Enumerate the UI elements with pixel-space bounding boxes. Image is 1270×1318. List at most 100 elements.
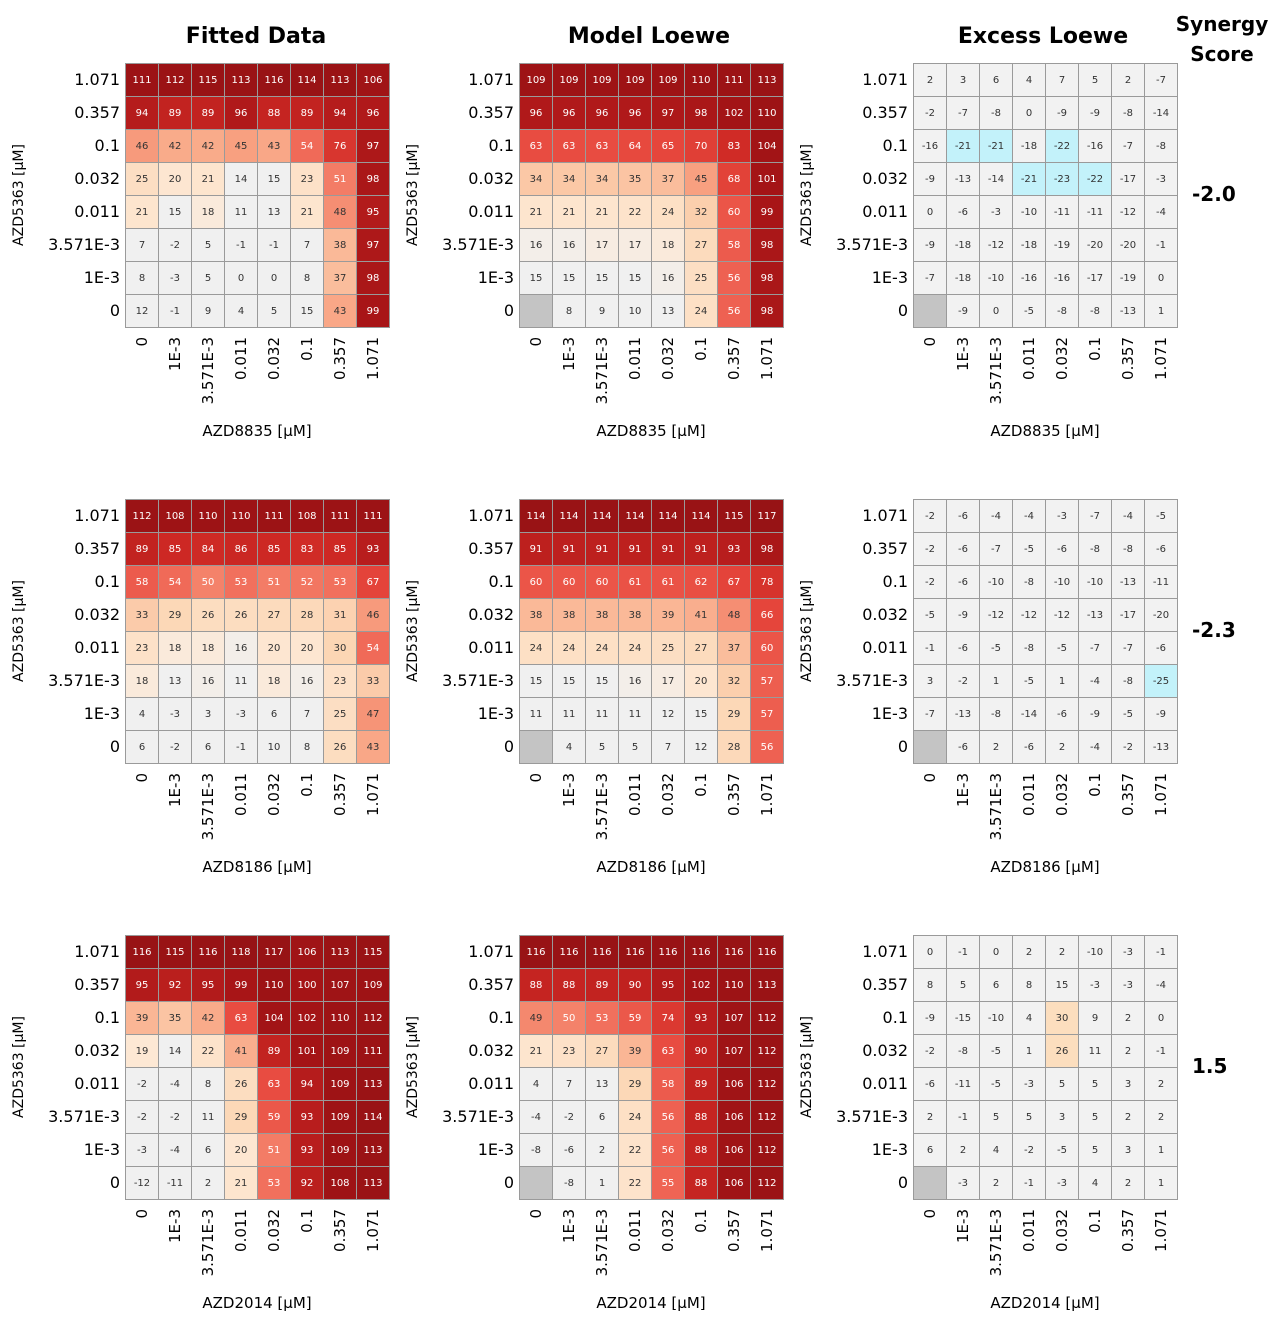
heatmap-cell [519,294,553,328]
heatmap-cell: 96 [224,96,258,130]
heatmap-cell: 39 [651,598,685,632]
heatmap-cell: 89 [191,96,225,130]
x-tick-label: 1E-3 [954,1209,972,1243]
heatmap-cell: 39 [125,1001,159,1035]
y-tick-label: 1E-3 [83,268,120,287]
heatmap-cell: 24 [684,294,718,328]
heatmap-cell: 116 [750,935,784,969]
heatmap-cell: 4 [979,1133,1013,1167]
heatmap-cell: 59 [618,1001,652,1035]
heatmap-cell: 4 [1012,1001,1046,1035]
heatmap-cell: 116 [552,935,586,969]
heatmap-cell: -12 [979,598,1013,632]
y-tick-label: 3.571E-3 [442,235,514,254]
y-tick-label: 0.011 [468,638,514,657]
heatmap-cell: 108 [158,499,192,533]
heatmap-cell: 76 [323,129,357,163]
heatmap-cell: -2 [913,499,947,533]
heatmap-cell: 45 [224,129,258,163]
heatmap-cell: 2 [1045,730,1079,764]
heatmap-cell: 101 [750,162,784,196]
heatmap-cell: -25 [1144,664,1178,698]
heatmap-cell: 3 [1111,1133,1145,1167]
heatmap-cell: 109 [356,968,390,1002]
x-tick-label: 0.011 [626,773,644,816]
heatmap-cell: 11 [552,697,586,731]
heatmap-cell: 18 [651,228,685,262]
heatmap-cell: 84 [191,532,225,566]
heatmap-cell: 25 [323,697,357,731]
x-tick-label: 1.071 [364,337,382,380]
heatmap-cell: 91 [585,532,619,566]
heatmap-cell: 4 [552,730,586,764]
heatmap-cell: 1 [1012,1034,1046,1068]
heatmap-cell: 91 [651,532,685,566]
x-tick-label: 1E-3 [954,337,972,371]
heatmap-cell: 21 [125,195,159,229]
heatmap-cell: 91 [519,532,553,566]
heatmap-cell: 59 [257,1100,291,1134]
y-tick-label: 3.571E-3 [442,1107,514,1126]
heatmap-cell: 21 [290,195,324,229]
heatmap-cell: 117 [257,935,291,969]
heatmap-cell: 0 [224,261,258,295]
heatmap-cell: 3 [1111,1067,1145,1101]
heatmap-cell: 29 [224,1100,258,1134]
heatmap-cell: 89 [684,1067,718,1101]
heatmap-cell: 57 [750,697,784,731]
heatmap-cell: -4 [1144,968,1178,1002]
heatmap-cell: 88 [684,1166,718,1200]
heatmap-cell: 26 [191,598,225,632]
y-tick-label: 0.032 [468,1041,514,1060]
heatmap-cell: 11 [519,697,553,731]
heatmap-cell: 90 [684,1034,718,1068]
heatmap-cell: 18 [158,631,192,665]
heatmap-cell: 58 [125,565,159,599]
heatmap-cell: -16 [1012,261,1046,295]
heatmap-cell: -10 [1045,565,1079,599]
heatmap-cell: -6 [946,499,980,533]
heatmap-cell: 0 [1144,1001,1178,1035]
heatmap-cell: -13 [1111,565,1145,599]
heatmap-cell: 34 [585,162,619,196]
x-tick-label: 0.1 [298,337,316,361]
y-tick-label: 0.032 [74,1041,120,1060]
heatmap-cell: 113 [750,968,784,1002]
heatmap-cell: -12 [1045,598,1079,632]
y-tick-label: 1E-3 [871,268,908,287]
heatmap-cell: -2 [913,96,947,130]
x-tick-label: 1.071 [1152,1209,1170,1252]
heatmap-cell: -4 [1012,499,1046,533]
heatmap-cell: 16 [651,261,685,295]
heatmap-cell: 115 [158,935,192,969]
heatmap-cell: 8 [290,261,324,295]
heatmap-cell: -6 [913,1067,947,1101]
heatmap-cell: -10 [979,1001,1013,1035]
x-tick-label: 0 [527,773,545,783]
heatmap-cell: 116 [257,63,291,97]
heatmap-cell: 114 [552,499,586,533]
heatmap-cell: 95 [191,968,225,1002]
heatmap-cell: -16 [1078,129,1112,163]
heatmap-cell: -3 [125,1133,159,1167]
heatmap-cell: 1 [979,664,1013,698]
heatmap-cell: 21 [191,162,225,196]
x-axis-title: AZD8186 [µM] [596,858,706,876]
x-tick-label: 0.032 [659,773,677,816]
heatmap-cell: 107 [717,1034,751,1068]
y-tick-label: 1E-3 [871,704,908,723]
heatmap-cell: 2 [1144,1100,1178,1134]
heatmap-cell: 98 [750,532,784,566]
heatmap-cell: -8 [1078,294,1112,328]
heatmap-cell: 60 [519,565,553,599]
heatmap-cell: -1 [1144,228,1178,262]
heatmap-cell: -2 [913,532,947,566]
heatmap-cell: -5 [1045,1133,1079,1167]
y-axis-title: AZD5363 [µM] [405,1016,421,1118]
x-tick-label: 0.1 [692,1209,710,1233]
heatmap-cell: 96 [356,96,390,130]
x-tick-label: 1E-3 [166,773,184,807]
heatmap-cell: 20 [224,1133,258,1167]
y-tick-label: 3.571E-3 [442,671,514,690]
heatmap-cell: 108 [323,1166,357,1200]
